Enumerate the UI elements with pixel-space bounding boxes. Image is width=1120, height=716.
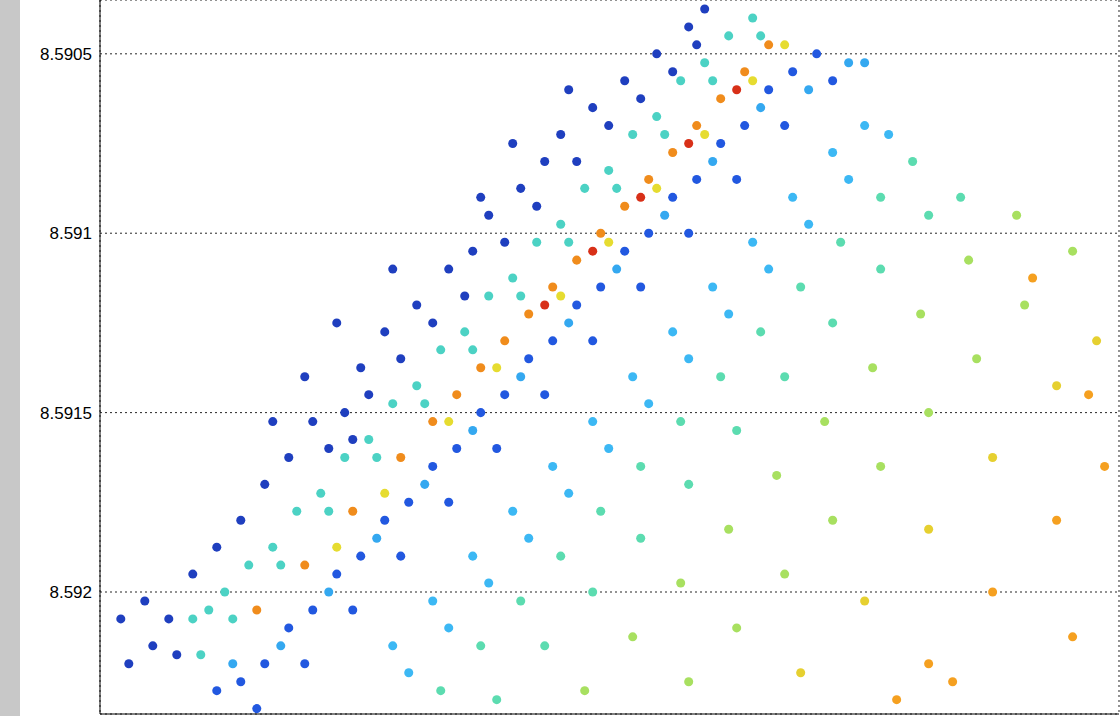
svg-text:8.592: 8.592: [49, 583, 92, 602]
svg-text:8.591: 8.591: [49, 224, 92, 243]
svg-text:8.5915: 8.5915: [40, 404, 92, 423]
svg-text:8.5905: 8.5905: [40, 45, 92, 64]
